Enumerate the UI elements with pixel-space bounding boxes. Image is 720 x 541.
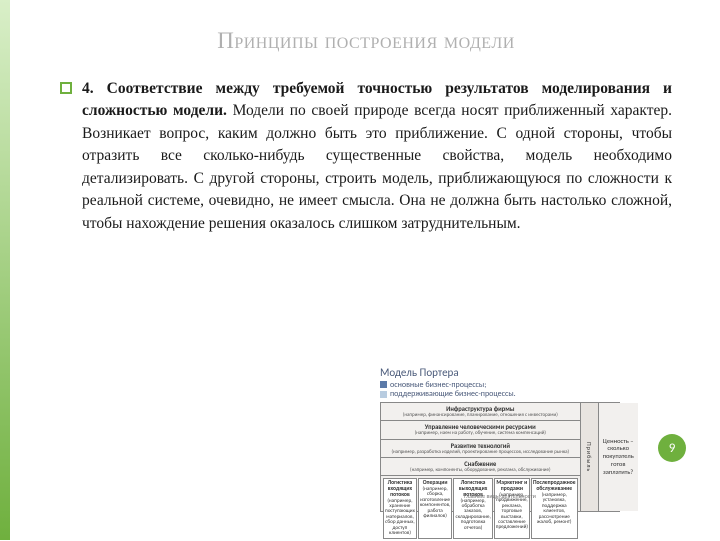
primary-block: Маркетинг и продажи(например, продвижени… [494, 478, 530, 539]
body-row: 4. Соответствие между требуемой точность… [60, 78, 672, 235]
porter-value: Ценность – сколько покупатель готов запл… [598, 403, 638, 511]
support-block: Снабжение(например, компоненты, оборудов… [381, 458, 580, 476]
legend-support: поддерживающие бизнес-процессы. [380, 390, 620, 400]
primary-row: Логистика входящих потоков(например, хра… [381, 476, 580, 541]
bullet-icon [60, 82, 72, 94]
porter-model: Модель Портера основные бизнес-процессы;… [380, 366, 620, 512]
primary-block: Операции(например, сборка, изготовление … [418, 478, 453, 539]
primary-block: Логистика входящих потоков(например, хра… [383, 478, 417, 539]
page-number-badge: 9 [658, 434, 686, 462]
slide-title: Принципы построения модели [60, 28, 672, 54]
legend-primary-swatch [380, 381, 387, 388]
body-text: 4. Соответствие между требуемой точность… [82, 78, 672, 235]
legend-support-swatch [380, 391, 387, 398]
porter-footer: Главные виды деятельности [464, 492, 536, 500]
support-block: Инфраструктура фирмы(например, финансиро… [381, 403, 580, 421]
porter-arrow: Прибыль [580, 403, 598, 511]
support-block: Управление человеческими ресурсами(напри… [381, 421, 580, 439]
support-block: Развитие технологий(например, разработка… [381, 440, 580, 458]
primary-block: Послепродажное обслуживание(например, ус… [531, 478, 578, 539]
slide: Принципы построения модели 4. Соответств… [0, 0, 720, 540]
porter-legend: основные бизнес-процессы; поддерживающие… [380, 381, 620, 400]
body-rest: Модели по своей природе всегда носят при… [82, 102, 672, 231]
porter-title: Модель Портера [380, 366, 620, 379]
primary-block: Логистика выходящих потоков(например, об… [453, 478, 492, 539]
